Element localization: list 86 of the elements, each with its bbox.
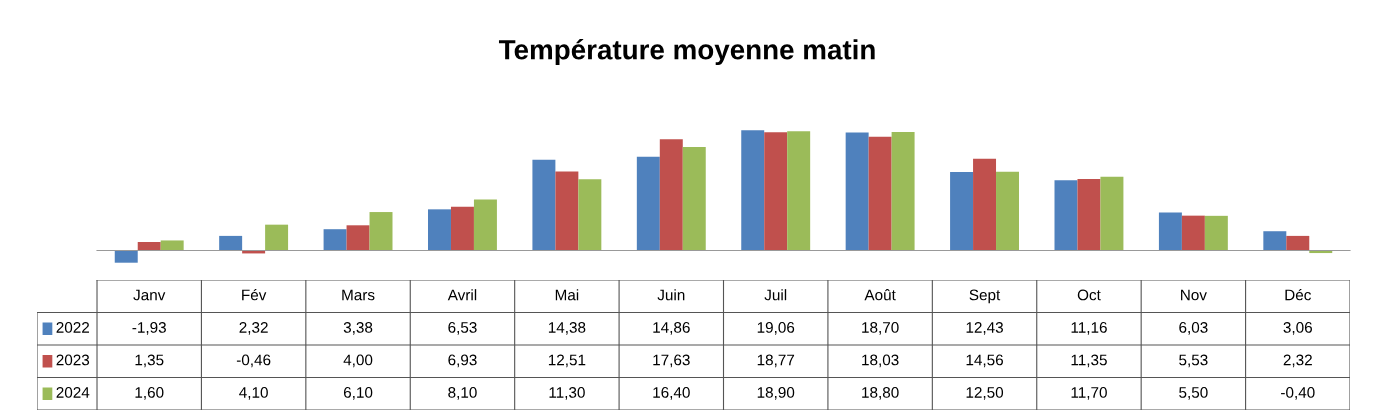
- data-label: 14,38: [548, 322, 586, 335]
- data-label: 6,53: [448, 322, 477, 335]
- data-label: 18,80: [862, 387, 899, 400]
- data-label: 14,56: [966, 354, 1003, 368]
- bar: [1204, 215, 1228, 251]
- data-label: 5,50: [1179, 387, 1208, 400]
- bar: [1181, 215, 1205, 251]
- bar: [845, 132, 869, 251]
- bar: [891, 131, 915, 251]
- bar: [323, 229, 347, 251]
- x-tick-label: Juin: [657, 289, 685, 301]
- bar: [137, 242, 161, 251]
- data-label: 3,06: [1283, 322, 1312, 335]
- bar: [114, 250, 138, 263]
- bar: [532, 159, 556, 251]
- bar: [1054, 180, 1078, 251]
- data-label: 11,30: [549, 387, 585, 400]
- bar: [682, 147, 706, 251]
- bar: [636, 156, 660, 251]
- data-label: 11,35: [1071, 354, 1107, 368]
- data-label: -1,93: [132, 322, 166, 335]
- data-label: 12,51: [548, 354, 586, 368]
- bar: [764, 132, 788, 251]
- data-label: 18,77: [757, 354, 795, 368]
- data-label: 17,63: [653, 354, 690, 368]
- x-tick-label: Fév: [242, 288, 267, 301]
- x-tick-label: Août: [864, 289, 896, 301]
- data-label: 1,60: [135, 387, 164, 400]
- data-label: 11,16: [1071, 322, 1107, 335]
- bar: [473, 199, 497, 251]
- bar: [996, 171, 1019, 251]
- bar: [973, 158, 997, 251]
- x-tick-label: Janv: [133, 289, 166, 301]
- chart-title: Température moyenne matin: [498, 38, 875, 66]
- x-tick-label: Mars: [342, 289, 375, 301]
- bar: [578, 179, 602, 251]
- x-tick-label: Mai: [555, 289, 579, 301]
- bar: [1263, 231, 1287, 251]
- legend-label: 2024: [56, 387, 90, 398]
- data-label: 4,10: [239, 387, 268, 400]
- x-tick-label: Avril: [447, 289, 477, 301]
- data-label: 18,70: [862, 322, 899, 335]
- data-label: 16,40: [653, 387, 690, 400]
- bar: [868, 136, 892, 251]
- legend-label: 2022: [56, 322, 90, 333]
- data-label: 4,00: [343, 354, 373, 368]
- bar: [555, 171, 579, 251]
- bar: [1286, 235, 1310, 251]
- bar: [741, 130, 765, 251]
- bar: [346, 225, 370, 251]
- bar: [265, 224, 289, 251]
- data-label: 12,50: [966, 387, 1004, 400]
- data-label: 11,70: [1071, 387, 1107, 400]
- bar: [1158, 212, 1182, 251]
- data-label: 2,32: [239, 322, 268, 335]
- data-label: -0,46: [236, 354, 271, 368]
- x-tick-label: Sept: [969, 289, 1001, 304]
- bar: [1077, 178, 1101, 251]
- data-label: -0,40: [1281, 387, 1315, 400]
- bar: [450, 206, 474, 251]
- x-tick-label: Déc: [1285, 288, 1311, 301]
- data-label: 19,06: [757, 322, 795, 335]
- bar: [428, 209, 451, 251]
- data-label: 1,35: [135, 354, 164, 368]
- bar: [369, 212, 393, 251]
- bar: [1100, 176, 1124, 251]
- x-tick-label: Nov: [1181, 289, 1207, 301]
- bar: [659, 139, 683, 251]
- x-tick-label: Oct: [1077, 289, 1101, 301]
- data-label: 2,32: [1283, 354, 1312, 368]
- data-label: 12,43: [966, 322, 1003, 335]
- data-label: 18,03: [862, 354, 899, 368]
- bar: [787, 131, 811, 251]
- bar: [160, 240, 184, 251]
- legend-label: 2023: [56, 354, 90, 366]
- data-label: 6,03: [1179, 322, 1208, 335]
- data-label: 8,10: [448, 387, 477, 400]
- data-label: 14,86: [653, 322, 690, 335]
- data-label: 6,93: [448, 354, 477, 368]
- data-label: 6,10: [343, 387, 373, 400]
- data-label: 5,53: [1179, 354, 1208, 368]
- bar: [950, 172, 974, 251]
- data-label: 3,38: [343, 322, 373, 335]
- x-tick-label: Juil: [764, 289, 787, 301]
- bar: [219, 235, 243, 251]
- data-label: 18,90: [757, 387, 795, 400]
